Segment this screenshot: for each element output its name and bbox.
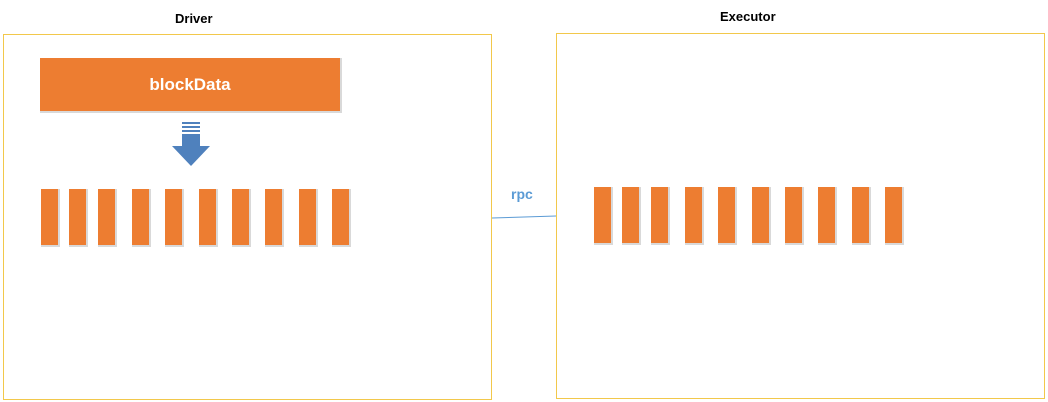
- driver-block: [199, 189, 218, 247]
- executor-block: [785, 187, 804, 245]
- driver-block: [98, 189, 117, 247]
- driver-block: [41, 189, 60, 247]
- executor-block: [852, 187, 871, 245]
- executor-block: [594, 187, 613, 245]
- executor-block: [718, 187, 737, 245]
- executor-block: [685, 187, 704, 245]
- executor-block: [885, 187, 904, 245]
- executor-title: Executor: [720, 9, 776, 24]
- down-arrow-icon: [172, 122, 210, 166]
- driver-block: [69, 189, 88, 247]
- driver-block: [299, 189, 318, 247]
- driver-block: [132, 189, 151, 247]
- rpc-label: rpc: [511, 186, 533, 202]
- driver-block: [332, 189, 351, 247]
- driver-title: Driver: [175, 11, 213, 26]
- executor-block: [818, 187, 837, 245]
- executor-block: [651, 187, 670, 245]
- driver-block: [232, 189, 251, 247]
- executor-block: [752, 187, 771, 245]
- executor-block: [622, 187, 641, 245]
- blockdata-box: blockData: [40, 58, 342, 113]
- blockdata-label: blockData: [149, 74, 231, 94]
- driver-block: [165, 189, 184, 247]
- driver-block: [265, 189, 284, 247]
